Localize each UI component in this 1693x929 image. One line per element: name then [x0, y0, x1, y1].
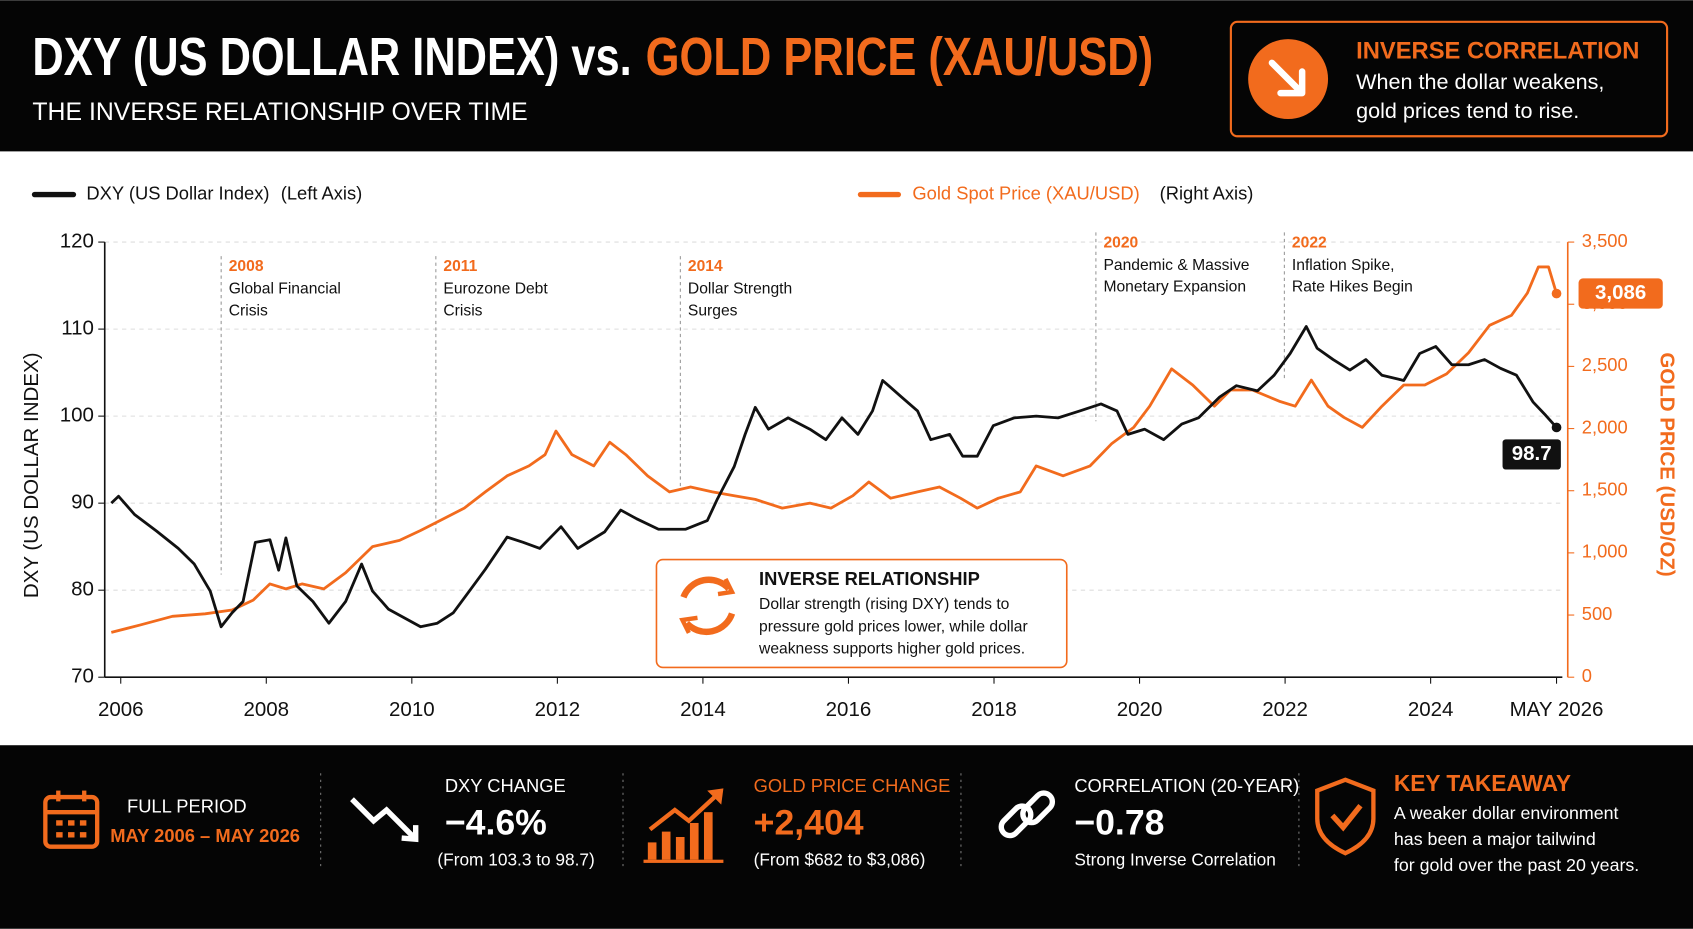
- x-tick-label: 2012: [535, 698, 581, 721]
- y-tick-label: 120: [60, 229, 94, 252]
- takeaway-title: KEY TAKEAWAY: [1394, 770, 1571, 796]
- header-bg: [0, 0, 1693, 152]
- y2-tick-label: 0: [1582, 665, 1592, 686]
- end-label-bg: [1502, 439, 1561, 470]
- end-label-bg: [1578, 278, 1663, 309]
- end-label: 3,086: [1595, 281, 1646, 304]
- stat-value: MAY 2006 – MAY 2026: [110, 825, 300, 846]
- series-line: [110, 325, 1558, 629]
- annotation-year: 2014: [688, 258, 723, 275]
- info-text: pressure gold prices lower, while dollar: [759, 619, 1028, 636]
- y2-tick-label: 500: [1582, 603, 1613, 624]
- annotation-text: Inflation Spike,: [1292, 257, 1395, 274]
- stat-note: Strong Inverse Correlation: [1074, 849, 1276, 869]
- callout-text: gold prices tend to rise.: [1356, 98, 1579, 123]
- y-tick-label: 110: [61, 317, 94, 340]
- stat-value: +2,404: [754, 803, 864, 843]
- x-tick-label: 2018: [971, 698, 1017, 721]
- x-tick-label: 2024: [1408, 698, 1454, 721]
- x-tick-label: 2010: [389, 698, 435, 721]
- stat-value: −0.78: [1074, 803, 1164, 843]
- subtitle: THE INVERSE RELATIONSHIP OVER TIME: [32, 99, 527, 126]
- legend-note: (Left Axis): [281, 182, 363, 203]
- annotation-text: Eurozone Debt: [443, 281, 548, 298]
- calendar-icon: [43, 790, 100, 849]
- y2-tick-label: 2,000: [1582, 416, 1628, 437]
- annotation-text: Crisis: [229, 302, 268, 319]
- growth-icon: [643, 788, 724, 863]
- x-tick-label: 2022: [1262, 698, 1308, 721]
- down-icon: [350, 797, 419, 843]
- stat-value: −4.6%: [445, 803, 547, 843]
- title: DXY (US DOLLAR INDEX) vs.: [32, 27, 631, 87]
- cycle-icon: [679, 576, 736, 636]
- stat-label: GOLD PRICE CHANGE: [754, 775, 951, 796]
- y2-tick-label: 3,500: [1582, 230, 1628, 251]
- legend-note: (Right Axis): [1160, 182, 1254, 203]
- y2-tick-label: 2,500: [1582, 354, 1628, 375]
- arrow-icon: [1268, 59, 1306, 97]
- stat-label: DXY CHANGE: [445, 775, 566, 796]
- annotation-year: 2022: [1292, 234, 1327, 251]
- end-label: 98.7: [1512, 442, 1552, 465]
- annotation-year: 2008: [229, 258, 264, 275]
- annotation-text: Rate Hikes Begin: [1292, 279, 1413, 296]
- link-icon: [998, 790, 1056, 839]
- info-title: INVERSE RELATIONSHIP: [759, 568, 980, 589]
- x-tick-label: 2008: [243, 698, 289, 721]
- x-tick-label: 2016: [826, 698, 872, 721]
- callout-box: [1229, 20, 1669, 138]
- legend-label: DXY (US Dollar Index): [86, 182, 269, 203]
- y-tick-label: 70: [71, 665, 94, 688]
- annotation-text: Monetary Expansion: [1103, 279, 1246, 296]
- info-text: Dollar strength (rising DXY) tends to: [759, 596, 1010, 613]
- annotation-text: Crisis: [443, 302, 482, 319]
- y2-tick-label: 1,000: [1582, 541, 1628, 562]
- takeaway-text: for gold over the past 20 years.: [1394, 855, 1639, 875]
- stat-note: (From 103.3 to 98.7): [437, 849, 594, 869]
- legend-label: Gold Spot Price (XAU/USD): [912, 182, 1139, 203]
- takeaway-text: A weaker dollar environment: [1394, 803, 1619, 823]
- info-box: [655, 558, 1068, 669]
- y2-axis-title: GOLD PRICE (USD/OZ): [1656, 352, 1679, 576]
- annotation-text: Surges: [688, 302, 738, 319]
- callout-title: INVERSE CORRELATION: [1356, 37, 1639, 64]
- info-text: weakness supports higher gold prices.: [758, 640, 1025, 657]
- annotation-year: 2011: [443, 258, 477, 275]
- stat-label: CORRELATION (20-YEAR): [1074, 775, 1299, 796]
- shield-icon: [1315, 777, 1376, 856]
- stat-note: (From $682 to $3,086): [754, 849, 926, 869]
- annotation-text: Dollar Strength: [688, 281, 792, 298]
- end-point: [1551, 422, 1562, 433]
- annotation-text: Global Financial: [229, 281, 341, 298]
- x-tick-label: MAY 2026: [1510, 698, 1604, 721]
- y-tick-label: 80: [71, 578, 94, 601]
- y-axis-title: DXY (US DOLLAR INDEX): [20, 352, 43, 598]
- y-tick-label: 90: [71, 491, 94, 514]
- annotation-text: Pandemic & Massive: [1103, 257, 1249, 274]
- title-highlight: GOLD PRICE (XAU/USD): [646, 27, 1153, 87]
- series-line: [110, 265, 1558, 634]
- x-tick-label: 2006: [98, 698, 144, 721]
- x-tick-label: 2014: [680, 698, 726, 721]
- check-icon: [1330, 804, 1363, 832]
- stat-label: FULL PERIOD: [127, 796, 247, 817]
- footer-bg: [0, 745, 1693, 929]
- callout-text: When the dollar weakens,: [1356, 69, 1604, 94]
- x-tick-label: 2020: [1117, 698, 1163, 721]
- annotation-year: 2020: [1103, 234, 1138, 251]
- y2-tick-label: 1,500: [1582, 479, 1628, 500]
- takeaway-text: has been a major tailwind: [1394, 829, 1596, 849]
- end-point: [1551, 288, 1562, 299]
- y-tick-label: 100: [60, 404, 94, 427]
